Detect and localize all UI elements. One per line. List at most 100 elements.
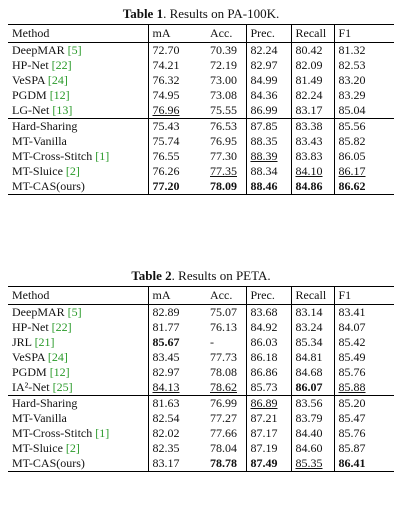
value-cell: 75.74	[148, 134, 206, 149]
value: 77.30	[210, 149, 237, 163]
table-row: VeSPA [24] 83.45 77.73 86.18 84.81 85.49	[8, 350, 394, 365]
value: 86.07	[295, 380, 323, 394]
value: 76.26	[152, 164, 180, 178]
value: 84.13	[152, 380, 180, 394]
value: 85.42	[338, 335, 366, 349]
value-cell: 85.04	[334, 103, 394, 119]
value-cell: 81.63	[148, 395, 206, 411]
value: 86.86	[250, 365, 278, 379]
value: 88.39	[250, 149, 278, 163]
table-row: Hard-Sharing 75.43 76.53 87.85 83.38 85.56	[8, 118, 394, 134]
value: 78.08	[210, 365, 237, 379]
value-cell: 85.34	[291, 335, 335, 350]
method-name: MT-CAS(ours)	[12, 456, 85, 470]
value-cell: 84.40	[291, 426, 335, 441]
value: 85.35	[295, 456, 323, 470]
method-name: LG-Net	[12, 103, 50, 117]
value-cell: 85.73	[246, 380, 292, 396]
value-cell: 85.76	[334, 365, 394, 380]
value: 76.96	[152, 103, 180, 117]
value: 85.04	[338, 103, 366, 117]
method-name: VeSPA	[12, 73, 45, 87]
value: 88.34	[250, 164, 278, 178]
value: 84.68	[295, 365, 323, 379]
table-row: JRL [21] 85.67-86.03 85.34 85.42	[8, 335, 394, 350]
value: 76.99	[210, 396, 237, 410]
value: 75.74	[152, 134, 180, 148]
value: 78.78	[210, 456, 237, 470]
value-cell: 76.53	[206, 118, 247, 134]
method-cell: Hard-Sharing	[8, 395, 149, 411]
value-cell: 84.99	[246, 73, 292, 88]
method-name: MT-Cross-Stitch	[12, 426, 93, 440]
value-cell: 82.97	[246, 58, 292, 73]
citation: [2]	[65, 441, 80, 455]
header-cell: mA	[148, 24, 206, 43]
value-cell: 87.19	[246, 441, 292, 456]
citation: [24]	[47, 73, 68, 87]
value: 83.38	[295, 119, 323, 133]
method-cell: VeSPA [24]	[8, 350, 149, 365]
value: 83.17	[295, 103, 323, 117]
value: 84.60	[295, 441, 323, 455]
table-row: MT-Sluice [2] 82.35 78.04 87.19 84.60 85.87	[8, 441, 394, 456]
value-cell: 85.42	[334, 335, 394, 350]
value-cell: 86.03	[246, 335, 292, 350]
value: 77.35	[210, 164, 237, 178]
value: 83.20	[338, 73, 366, 87]
value-cell: 83.41	[334, 305, 394, 321]
value: 76.53	[210, 119, 237, 133]
citation: [22]	[51, 320, 72, 334]
method-cell: MT-Sluice [2]	[8, 441, 149, 456]
header-cell: Prec.	[246, 286, 292, 305]
value: 85.34	[295, 335, 323, 349]
value: 77.27	[210, 411, 237, 425]
value: 82.09	[295, 58, 323, 72]
header-cell: Recall	[291, 286, 335, 305]
value-cell: 76.26	[148, 164, 206, 179]
value: 86.62	[338, 179, 366, 193]
method-name: MT-Vanilla	[12, 411, 67, 425]
value-cell: 77.27	[206, 411, 247, 426]
value: 82.02	[152, 426, 180, 440]
value: 84.86	[295, 179, 323, 193]
value-cell: 77.30	[206, 149, 247, 164]
value-cell: 78.78	[206, 456, 247, 472]
citation: [1]	[95, 149, 110, 163]
header-cell: Recall	[291, 24, 335, 43]
value-cell: 78.04	[206, 441, 247, 456]
value-cell: 86.05	[334, 149, 394, 164]
value: 83.43	[295, 134, 323, 148]
value: 74.95	[152, 88, 180, 102]
table-row: IA²-Net [25] 84.13 78.62 85.73 86.07 85.88	[8, 380, 394, 396]
table-row: MT-Vanilla 82.54 77.27 87.21 83.79 85.47	[8, 411, 394, 426]
value: 76.95	[210, 134, 237, 148]
value-cell: 78.08	[206, 365, 247, 380]
value: 82.89	[152, 305, 180, 319]
value: 85.47	[338, 411, 366, 425]
value-cell: 85.67	[148, 335, 206, 350]
value: 82.97	[250, 58, 278, 72]
value: 78.62	[210, 380, 237, 394]
value: 75.07	[210, 305, 237, 319]
value-cell: 85.88	[334, 380, 394, 396]
method-name: Hard-Sharing	[12, 396, 78, 410]
value-cell: 83.45	[148, 350, 206, 365]
value-cell: 83.17	[148, 456, 206, 472]
table-row: MT-CAS(ours) 77.20 78.09 88.46 84.86 86.62	[8, 179, 394, 195]
value-cell: 83.68	[246, 304, 292, 320]
value-cell: 88.46	[246, 179, 292, 195]
method-cell: LG-Net [13]	[8, 103, 149, 119]
value: 85.20	[338, 396, 366, 410]
value-cell: 85.82	[334, 134, 394, 149]
value-cell: 76.96	[148, 103, 206, 119]
table-row: DeepMAR [5] 72.70 70.39 82.24 80.42 81.32	[8, 42, 394, 59]
value-cell: 83.83	[291, 149, 335, 164]
value-cell: 76.55	[148, 149, 206, 164]
value: 77.73	[210, 350, 237, 364]
caption: Table 1. Results on PA-100K.	[8, 4, 394, 24]
value: 85.73	[250, 380, 278, 394]
value-cell: 81.32	[334, 43, 394, 59]
value: 86.89	[250, 396, 278, 410]
value-cell: 78.62	[206, 380, 247, 396]
